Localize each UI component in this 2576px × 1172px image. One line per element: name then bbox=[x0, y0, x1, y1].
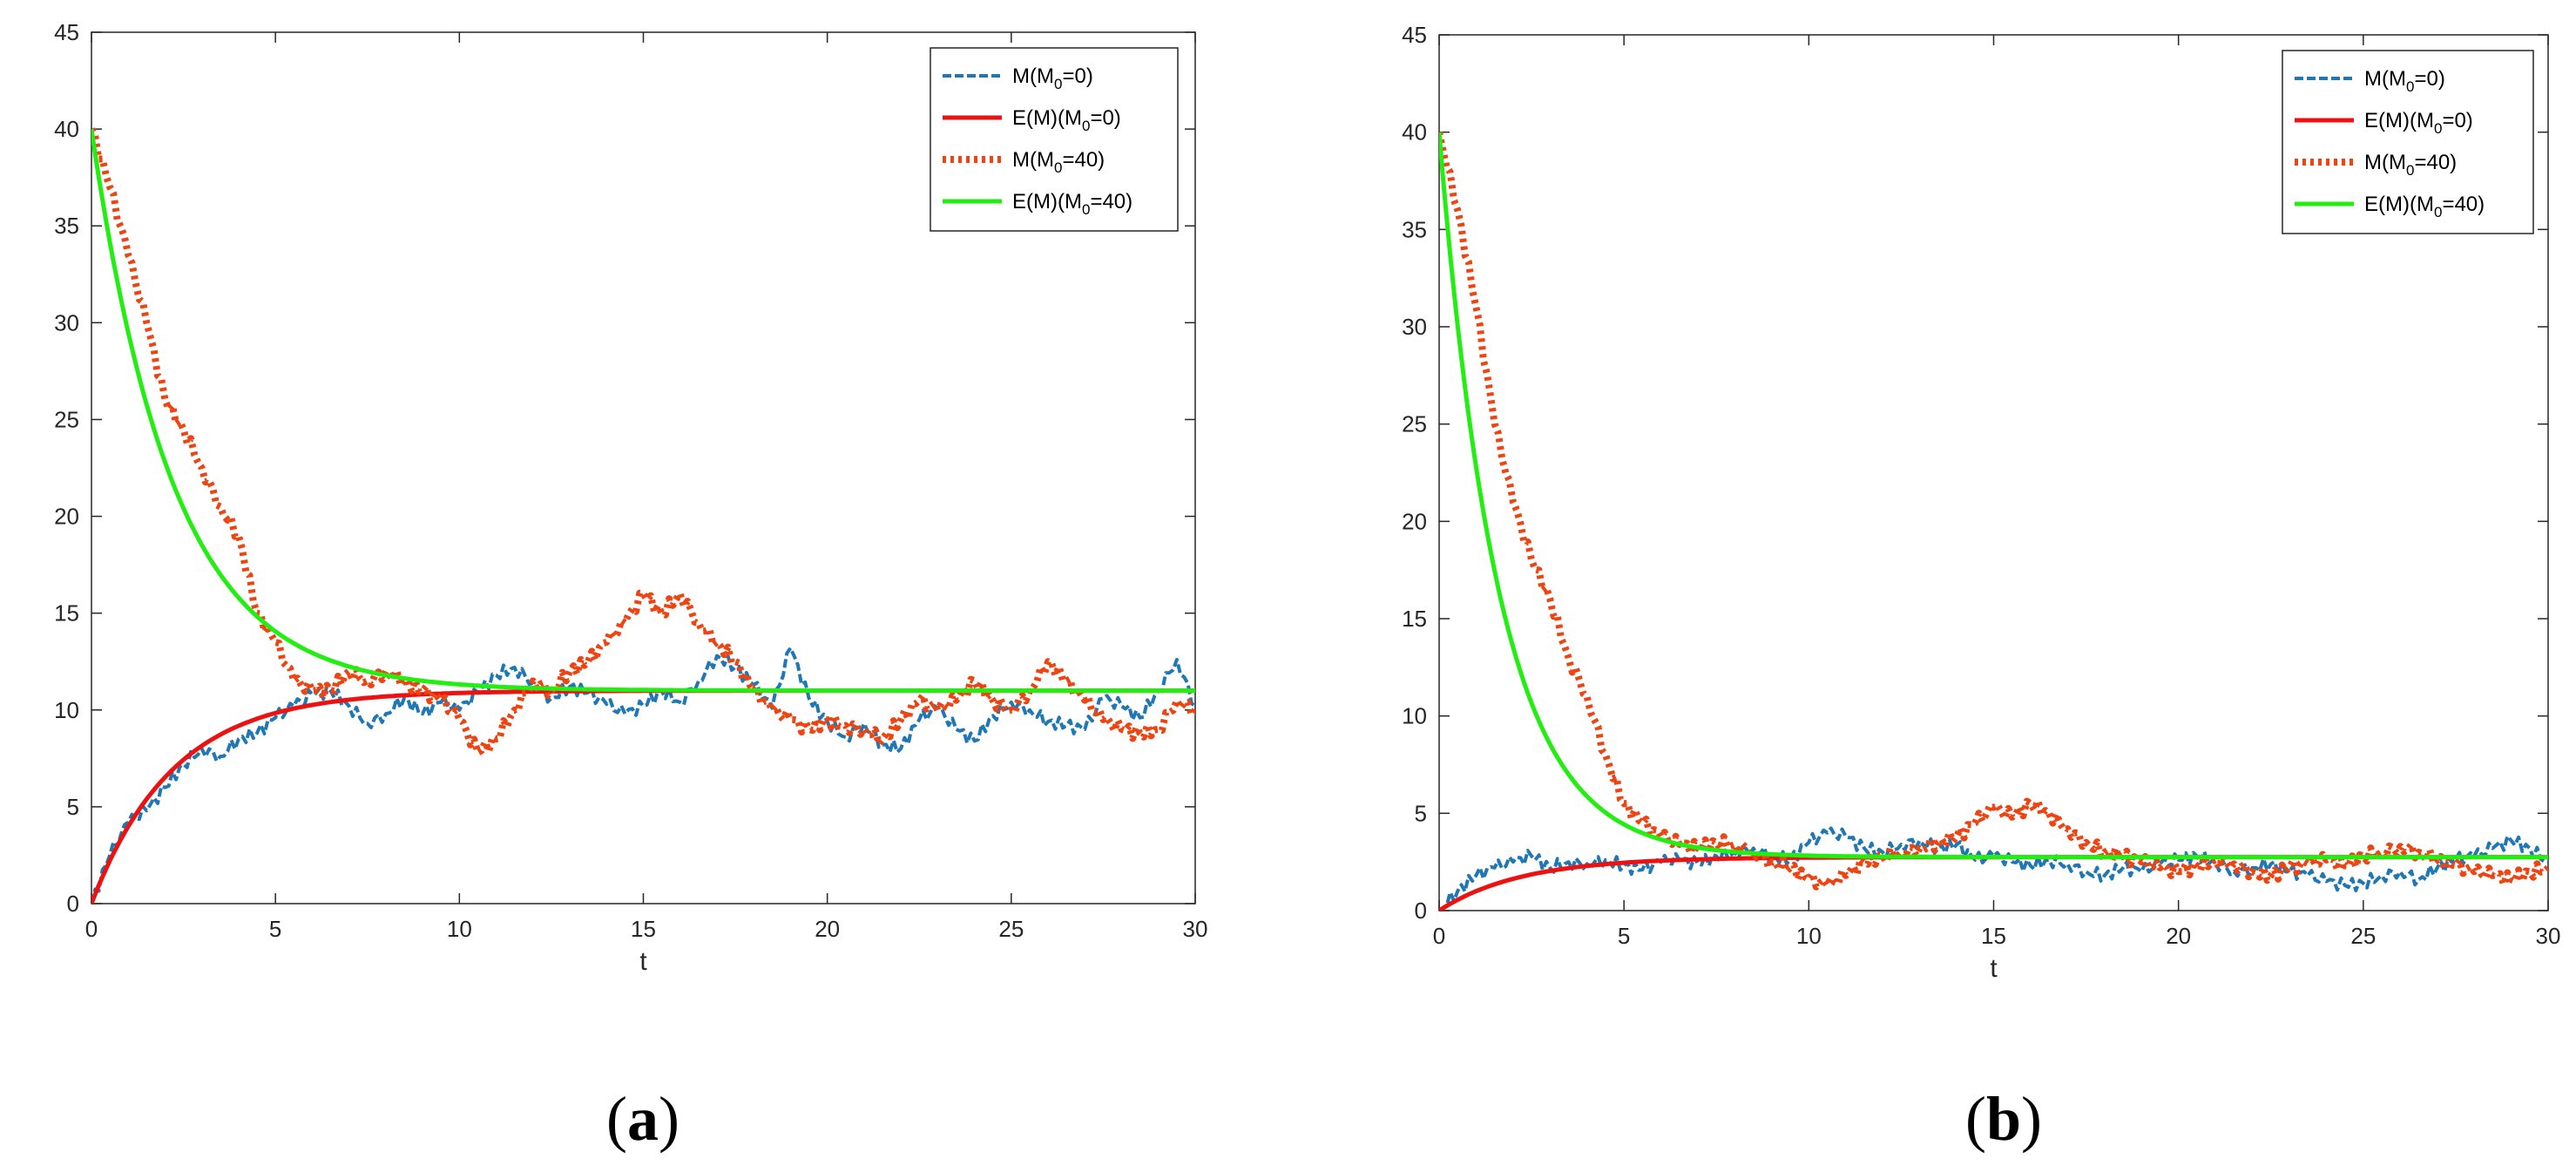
chart-panel-b: 0 5 10 15 20 25 30 0 5 10 15 20 25 30 35 40 45 t M(M0=0) E(… bbox=[1402, 22, 2560, 1154]
series-line-m-m0-40- bbox=[91, 127, 1195, 756]
y-tick-label: 0 bbox=[67, 891, 79, 917]
y-tick-label: 30 bbox=[1402, 314, 1427, 340]
y-tick-label: 35 bbox=[1402, 216, 1427, 242]
x-tick-label: 10 bbox=[447, 916, 472, 942]
chart-panel-a: 0 5 10 15 20 25 30 0 5 10 15 20 25 30 35 40 45 t M(M0=0) E(… bbox=[54, 19, 1207, 1154]
y-tick-label: 40 bbox=[1402, 119, 1427, 146]
legend: M(M0=0) E(M)(M0=0) M(M0=40) E(M)(M0=40) bbox=[930, 47, 1179, 232]
series-line-e-m-m0-40- bbox=[1439, 132, 2548, 860]
legend-entry-label: E(M)(M0=0) bbox=[2364, 109, 2473, 137]
legend-box bbox=[2282, 50, 2534, 234]
y-tick-label: 0 bbox=[1415, 898, 1427, 924]
legend-entry-label: E(M)(M0=0) bbox=[1012, 106, 1121, 134]
y-tick-label: 20 bbox=[54, 504, 79, 530]
x-tick-label: 30 bbox=[2536, 923, 2561, 949]
x-tick-label: 0 bbox=[1433, 923, 1445, 949]
y-tick-label: 5 bbox=[1415, 800, 1427, 826]
series-line-m-m0-40- bbox=[1439, 131, 2548, 891]
x-tick-label: 15 bbox=[1981, 923, 2006, 949]
x-axis-label: t bbox=[1990, 954, 1998, 983]
y-tick-label: 10 bbox=[1402, 703, 1427, 729]
y-tick-label: 45 bbox=[1402, 22, 1427, 48]
y-tick-label: 35 bbox=[54, 213, 79, 239]
y-tick-label: 30 bbox=[54, 309, 79, 335]
legend-entry-label: M(M0=0) bbox=[2364, 67, 2445, 95]
series-group bbox=[91, 127, 1195, 904]
y-tick-label: 10 bbox=[54, 697, 79, 723]
legend-entry-label: E(M)(M0=40) bbox=[2364, 193, 2485, 220]
x-tick-label: 5 bbox=[1618, 923, 1630, 949]
y-tick-label: 45 bbox=[54, 19, 79, 45]
series-line-m-m0-0- bbox=[91, 646, 1195, 904]
y-tick-label: 20 bbox=[1402, 508, 1427, 534]
y-tick-label: 5 bbox=[67, 794, 79, 820]
x-tick-label: 20 bbox=[2166, 923, 2191, 949]
x-tick-label: 25 bbox=[2350, 923, 2376, 949]
y-tick-label: 15 bbox=[1402, 606, 1427, 632]
x-tick-label: 10 bbox=[1796, 923, 1822, 949]
series-group bbox=[1439, 131, 2548, 911]
y-tick-label: 15 bbox=[54, 600, 79, 627]
x-axis-label: t bbox=[639, 947, 647, 976]
legend: M(M0=0) E(M)(M0=0) M(M0=40) E(M)(M0=40) bbox=[2282, 50, 2534, 234]
series-line-e-m-m0-40- bbox=[91, 128, 1195, 694]
y-tick-label: 25 bbox=[54, 406, 79, 432]
series-line-m-m0-0- bbox=[1439, 826, 2548, 911]
y-tick-label: 25 bbox=[1402, 411, 1427, 437]
legend-entry-label: M(M0=40) bbox=[2364, 151, 2457, 179]
x-tick-label: 15 bbox=[631, 916, 656, 942]
x-tick-label: 25 bbox=[998, 916, 1024, 942]
panel-label: (b) bbox=[1965, 1084, 2042, 1154]
x-tick-label: 20 bbox=[815, 916, 840, 942]
legend-entry-label: E(M)(M0=40) bbox=[1012, 190, 1132, 218]
x-tick-label: 0 bbox=[85, 916, 98, 942]
panel-label: (a) bbox=[606, 1084, 679, 1154]
x-tick-label: 5 bbox=[269, 916, 281, 942]
legend-entry-label: M(M0=40) bbox=[1012, 148, 1105, 176]
legend-entry-label: M(M0=0) bbox=[1012, 64, 1093, 92]
y-tick-label: 40 bbox=[54, 116, 79, 142]
x-tick-label: 30 bbox=[1183, 916, 1208, 942]
